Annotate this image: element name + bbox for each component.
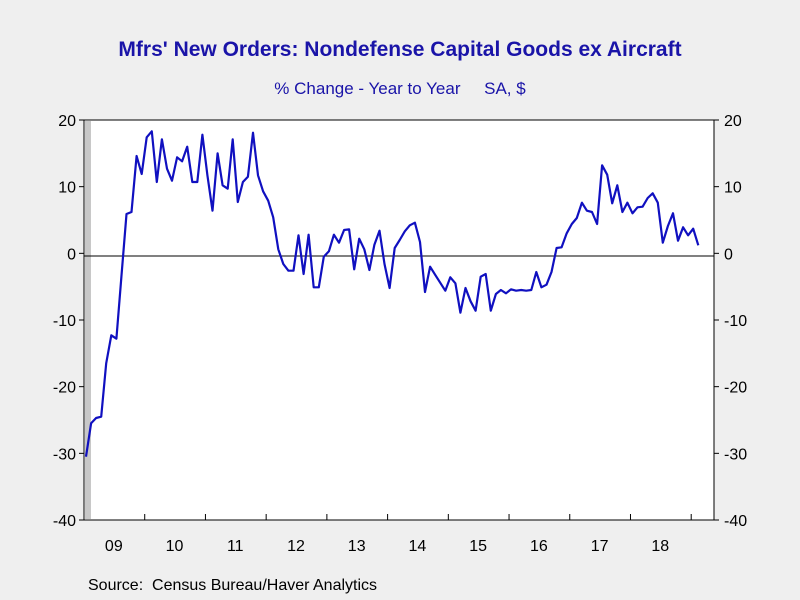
y-axis-left: 20 10 0 -10 -20 -30 -40 [53, 113, 84, 530]
y-tick-right-label: 0 [724, 246, 733, 263]
y-tick-left-label: -30 [53, 446, 76, 463]
x-tick-label: 12 [287, 538, 305, 555]
left-shaded-band [85, 121, 91, 519]
y-tick-right-label: -10 [724, 313, 747, 330]
y-tick-left-label: -40 [53, 513, 76, 530]
y-tick-right-label: -20 [724, 380, 747, 397]
y-tick-left-label: -10 [53, 313, 76, 330]
y-tick-left-label: 10 [58, 180, 76, 197]
y-tick-left-label: -20 [53, 380, 76, 397]
x-tick-label: 11 [227, 538, 244, 555]
y-tick-right-label: -40 [724, 513, 747, 530]
series-line [84, 130, 700, 457]
y-tick-right-label: 10 [724, 180, 742, 197]
chart-subtitle: % Change - Year to Year SA, $ [274, 79, 526, 98]
x-tick-label: 16 [530, 538, 548, 555]
x-axis: 09 10 11 12 13 14 15 16 17 18 [83, 514, 692, 555]
source-note: Source: Census Bureau/Haver Analytics [88, 577, 378, 594]
y-tick-right-label: 20 [724, 113, 742, 130]
y-axis-right: 20 10 0 -10 -20 -30 -40 [714, 113, 747, 530]
x-tick-label: 14 [409, 538, 427, 555]
x-tick-label: 15 [469, 538, 487, 555]
x-tick-label: 17 [591, 538, 609, 555]
y-tick-left-label: 20 [58, 113, 76, 130]
x-tick-label: 13 [348, 538, 366, 555]
plot-area [83, 119, 715, 521]
y-tick-left-label: 0 [67, 246, 76, 263]
chart-title: Mfrs' New Orders: Nondefense Capital Goo… [118, 38, 682, 61]
x-tick-label: 10 [166, 538, 184, 555]
x-tick-label: 09 [105, 538, 123, 555]
y-tick-right-label: -30 [724, 446, 747, 463]
x-tick-label: 18 [651, 538, 669, 555]
